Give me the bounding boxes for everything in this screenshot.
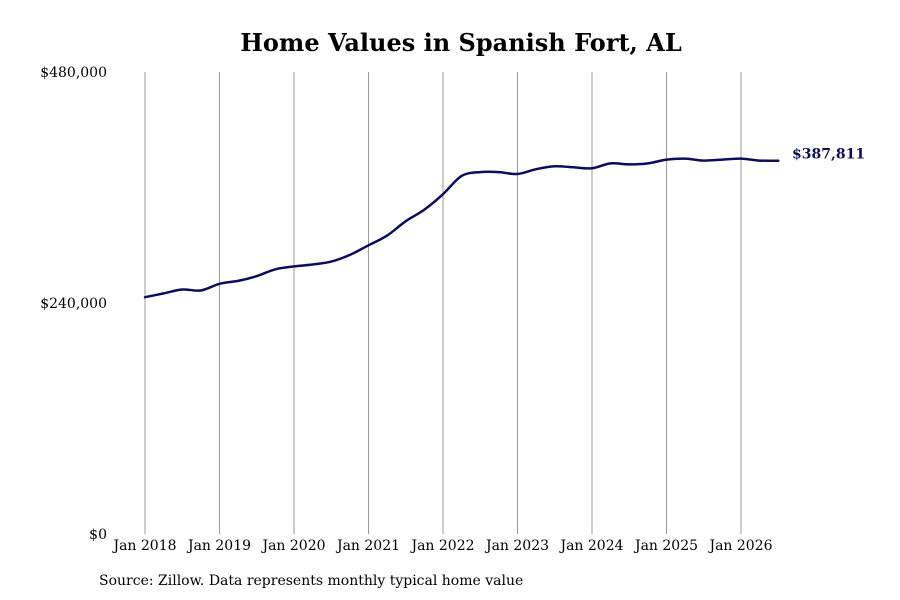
x-tick-label: Jan 2024 <box>558 538 623 554</box>
x-tick-label: Jan 2019 <box>186 538 251 554</box>
x-tick-label: Jan 2020 <box>260 538 325 554</box>
home-value-line <box>143 157 780 299</box>
x-tick-label: Jan 2025 <box>633 538 698 554</box>
chart-title: Home Values in Spanish Fort, AL <box>240 28 682 57</box>
x-axis-ticks: Jan 2018 Jan 2019 Jan 2020 Jan 2021 Jan 2022… <box>111 538 772 554</box>
x-tick-label: Jan 2023 <box>484 538 549 554</box>
source-note: Source: Zillow. Data represents monthly … <box>99 573 524 589</box>
x-grid-lines <box>144 72 742 534</box>
x-tick-label: Jan 2022 <box>409 538 474 554</box>
x-tick-label: Jan 2018 <box>111 538 176 554</box>
end-value-label: $387,811 <box>792 147 865 163</box>
y-axis-ticks: $0 $240,000 $480,000 <box>40 65 107 543</box>
x-tick-label: Jan 2026 <box>707 538 772 554</box>
y-tick-label: $480,000 <box>40 65 107 81</box>
y-tick-label: $0 <box>89 527 107 543</box>
y-tick-label: $240,000 <box>40 296 107 312</box>
x-tick-label: Jan 2021 <box>335 538 400 554</box>
